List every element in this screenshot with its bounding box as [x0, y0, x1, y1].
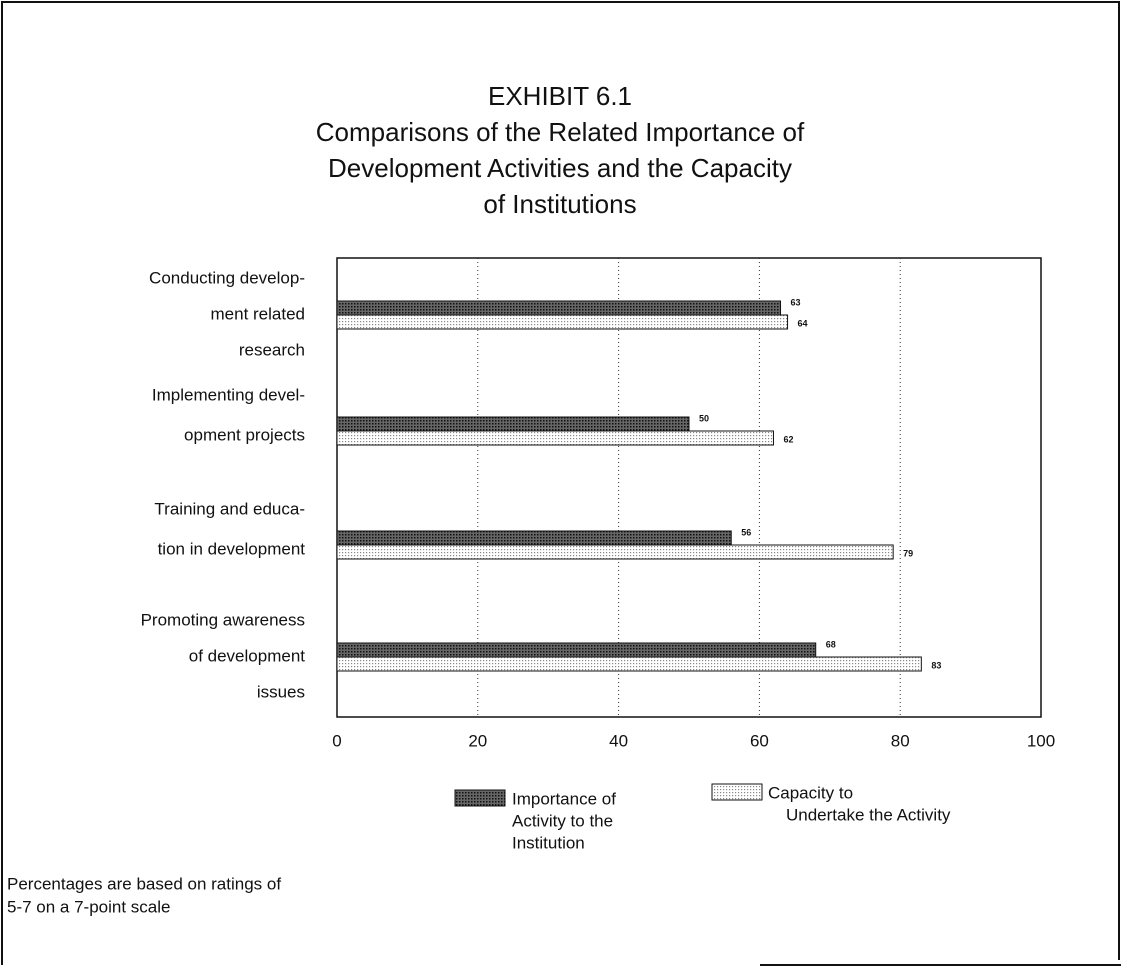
bar	[336, 300, 782, 316]
value-label: 68	[826, 639, 836, 649]
bar	[336, 656, 922, 672]
bar	[336, 416, 690, 432]
y-tick-label: Promoting awareness	[141, 610, 305, 629]
bar	[336, 642, 817, 658]
chart-title: Comparisons of the Related Importance of	[316, 117, 805, 147]
y-tick-label: Implementing devel-	[152, 385, 305, 404]
legend-label: Importance of	[512, 789, 616, 808]
legend-label: Activity to the	[512, 811, 613, 830]
value-label: 64	[798, 318, 808, 328]
value-label: 79	[903, 548, 913, 558]
legend-label: Institution	[512, 833, 585, 852]
value-label: 50	[699, 413, 709, 423]
value-label: 83	[931, 660, 941, 670]
note: 5-7 on a 7-point scale	[7, 897, 171, 916]
bar	[336, 544, 894, 560]
x-tick-label: 20	[468, 731, 487, 750]
legend-label: Capacity to	[768, 783, 853, 802]
y-tick-label: Training and educa-	[154, 499, 305, 518]
chart-title: of Institutions	[483, 189, 636, 219]
value-label: 63	[791, 297, 801, 307]
y-tick-label: tion in development	[158, 539, 306, 558]
x-tick-label: 40	[609, 731, 628, 750]
note: Percentages are based on ratings of	[7, 874, 281, 893]
x-tick-label: 60	[750, 731, 769, 750]
y-tick-label: research	[239, 340, 305, 359]
value-label: 62	[783, 434, 793, 444]
chart-title: Development Activities and the Capacity	[328, 153, 792, 183]
value-label: 56	[741, 527, 751, 537]
legend-label: Undertake the Activity	[786, 805, 951, 824]
y-tick-label: opment projects	[184, 425, 305, 444]
plot-area	[336, 257, 1042, 718]
y-tick-label: ment related	[211, 304, 306, 323]
y-tick-label: Conducting develop-	[149, 268, 305, 287]
x-tick-label: 100	[1027, 731, 1055, 750]
bar	[336, 530, 732, 546]
y-tick-label: issues	[257, 682, 305, 701]
x-tick-label: 80	[891, 731, 910, 750]
legend-swatch	[454, 789, 506, 807]
chart-title: EXHIBIT 6.1	[488, 81, 632, 111]
y-tick-label: of development	[189, 646, 306, 665]
bar	[336, 314, 789, 330]
legend-swatch	[711, 783, 763, 801]
x-tick-label: 0	[332, 731, 341, 750]
bar	[336, 430, 774, 446]
